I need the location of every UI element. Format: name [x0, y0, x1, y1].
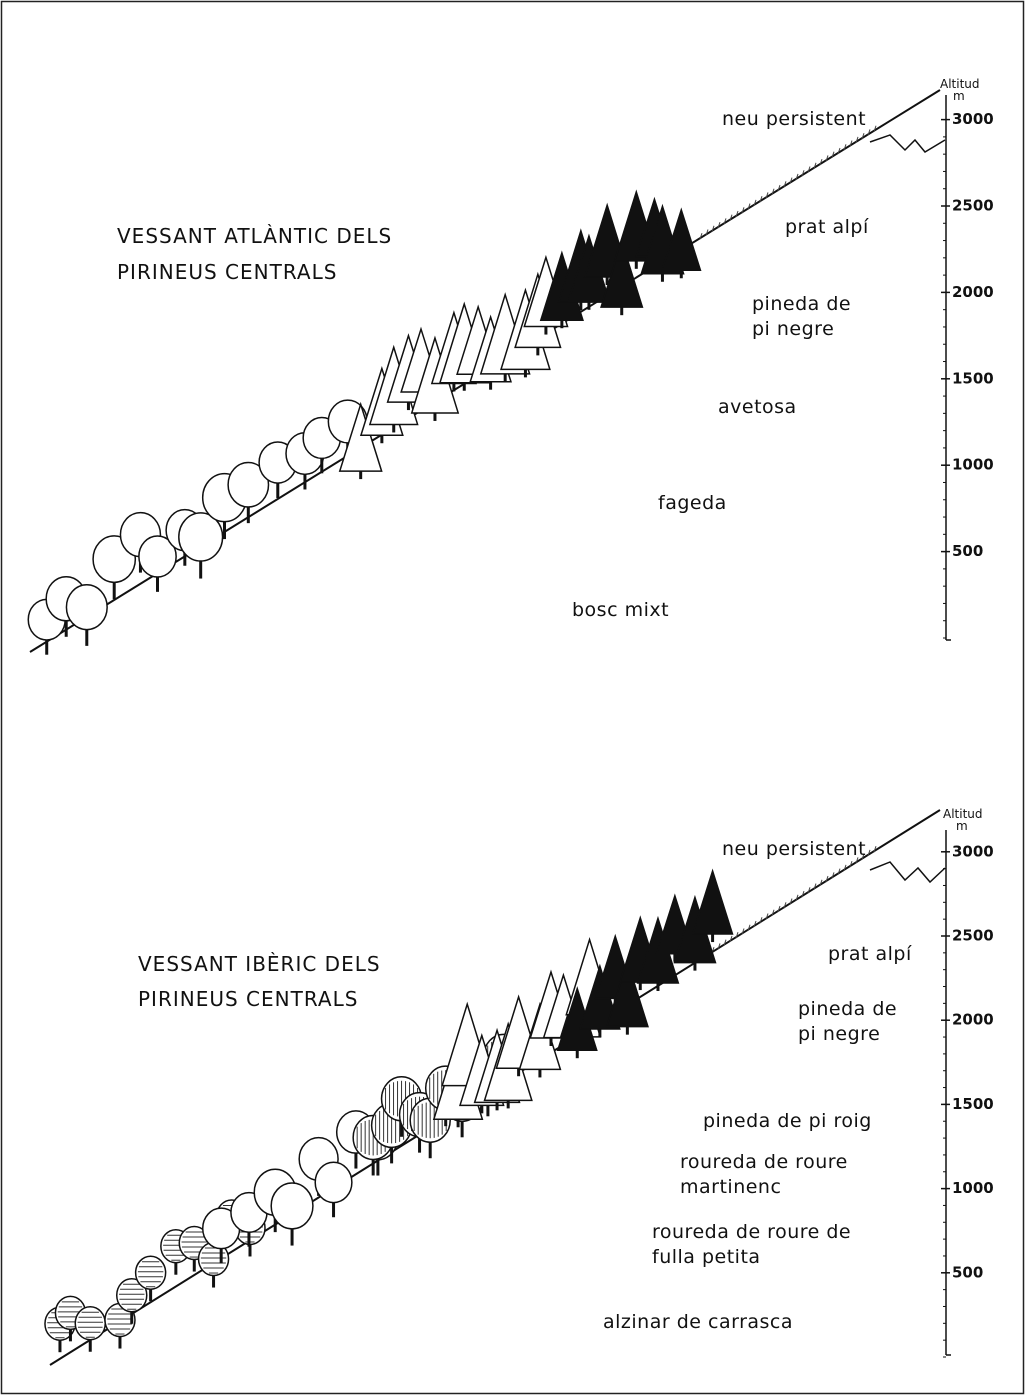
zone-label: fageda: [658, 492, 727, 514]
conifer: [693, 871, 733, 934]
axis-unit: m: [956, 819, 968, 833]
tick-label: 2000: [952, 283, 994, 301]
tick-label: 1500: [952, 1095, 994, 1113]
zone-label: pi negre: [798, 1023, 880, 1045]
zone-label: pineda de: [752, 293, 851, 315]
tick-label: 500: [952, 542, 983, 560]
zone-label: alzinar de carrasca: [603, 1311, 793, 1333]
crown: [66, 585, 107, 630]
zone-label: prat alpí: [828, 943, 912, 965]
panel-title: PIRINEUS CENTRALS: [117, 260, 337, 284]
zone-label: roureda de roure: [680, 1151, 848, 1173]
panel: VESSANT IBÈRIC DELS PIRINEUS CENTRALS neu …: [45, 807, 994, 1365]
zone-label: pineda de: [798, 998, 897, 1020]
tick-label: 1000: [952, 456, 994, 474]
panel-title: VESSANT ATLÀNTIC DELS: [117, 224, 392, 248]
zone-label: prat alpí: [785, 216, 869, 238]
ridge-line: [870, 135, 945, 152]
tick-label: 3000: [952, 842, 994, 860]
tick-label: 2500: [952, 927, 994, 945]
diagram: VESSANT ATLÀNTIC DELS PIRINEUS CENTRALS ne…: [0, 0, 1025, 1396]
crown: [75, 1307, 105, 1340]
zone-label: bosc mixt: [572, 599, 669, 621]
tick-label: 3000: [952, 110, 994, 128]
zone-label: roureda de roure de: [652, 1221, 851, 1243]
ridge-line: [870, 862, 945, 882]
zone-label: pi negre: [752, 318, 834, 340]
crown: [271, 1183, 313, 1229]
zone-label: neu persistent: [722, 838, 866, 860]
tick-label: 1500: [952, 369, 994, 387]
tick-label: 500: [952, 1263, 983, 1281]
panel: VESSANT ATLÀNTIC DELS PIRINEUS CENTRALS ne…: [28, 77, 993, 655]
zone-label: neu persistent: [722, 108, 866, 130]
zone-label: fulla petita: [652, 1246, 761, 1268]
frame: [2, 2, 1024, 1394]
panel-title: PIRINEUS CENTRALS: [138, 987, 358, 1011]
tick-label: 1000: [952, 1179, 994, 1197]
tick-label: 2000: [952, 1011, 994, 1029]
zone-label: avetosa: [718, 396, 797, 418]
zone-label: pineda de pi roig: [703, 1110, 872, 1132]
tick-label: 2500: [952, 197, 994, 215]
crown: [136, 1256, 166, 1289]
panel-title: VESSANT IBÈRIC DELS: [138, 952, 381, 976]
crown: [315, 1162, 352, 1202]
axis-unit: m: [953, 89, 965, 103]
zone-label: martinenc: [680, 1176, 781, 1198]
